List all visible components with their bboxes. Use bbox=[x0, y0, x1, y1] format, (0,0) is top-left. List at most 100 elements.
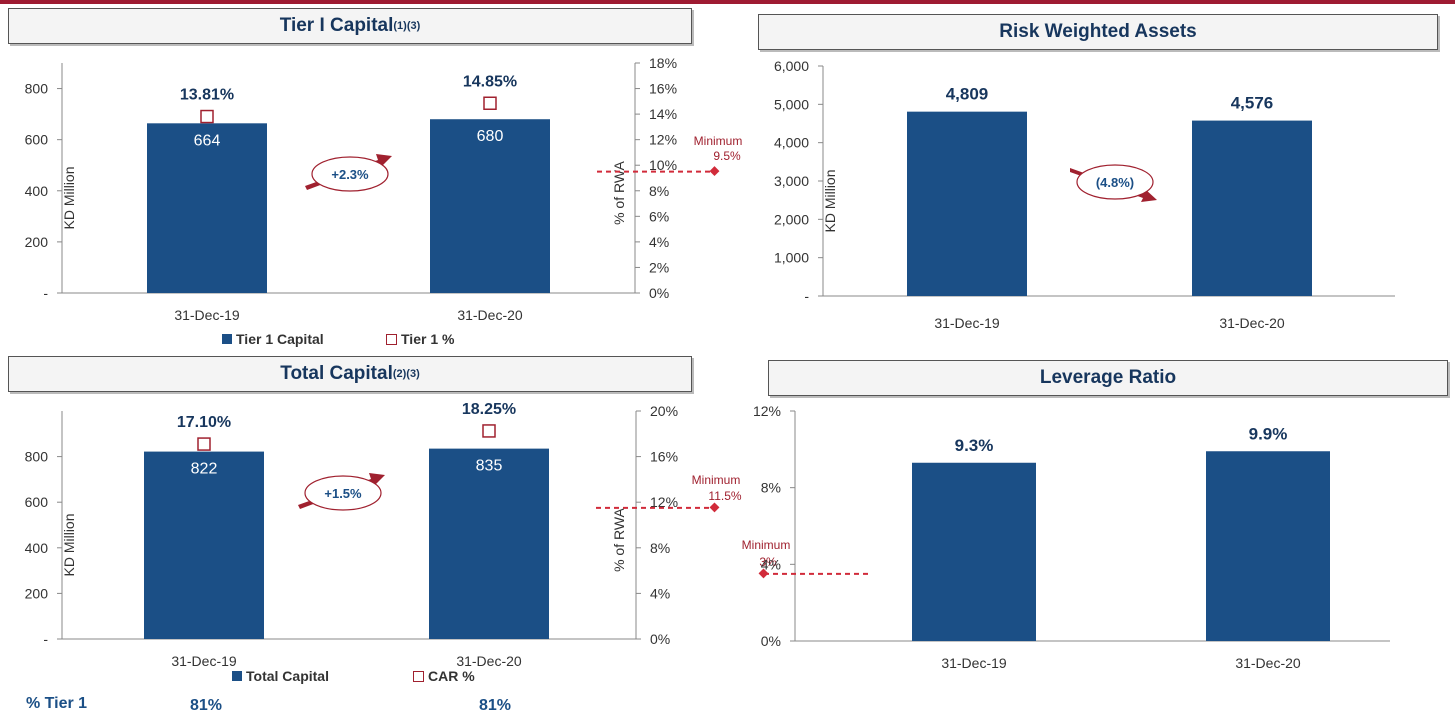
tier1-y2tick-label: 6% bbox=[649, 208, 669, 224]
rwa-chart: (4.8%) - 1,000 2,000 3,000 4,000 5,000 6,000 KD… bbox=[774, 58, 1395, 331]
tier1-growth-badge-ellipse bbox=[311, 156, 389, 192]
total-bar bbox=[429, 448, 549, 639]
tier1-marker-label: 14.85% bbox=[463, 73, 517, 90]
total-minimum-label: Minimum bbox=[692, 473, 741, 487]
total-legend-marker-swatch bbox=[413, 670, 424, 682]
tier1-title-text: Tier I Capital bbox=[279, 15, 394, 36]
tier1-y2tick-label: 12% bbox=[649, 132, 677, 148]
tier1-legend-bar: Tier 1 Capital bbox=[222, 331, 324, 347]
leverage-bar-value-label: 9.9% bbox=[1249, 424, 1288, 443]
leverage-minimum-value: 3% bbox=[759, 555, 777, 569]
total-bar-value-label: 835 bbox=[476, 458, 503, 475]
leverage-ytick-label: 0% bbox=[761, 633, 781, 649]
tier1-minimum-value: 9.5% bbox=[713, 149, 741, 163]
tier1-bar-value-label: 664 bbox=[194, 132, 221, 149]
total-y2tick-label: 0% bbox=[650, 631, 670, 647]
total-y2tick-label: 20% bbox=[650, 403, 678, 419]
tier1-bar bbox=[147, 123, 267, 293]
total-category-label: 31-Dec-20 bbox=[456, 653, 522, 669]
leverage-bar bbox=[1206, 451, 1330, 641]
leverage-ytick-label: 12% bbox=[753, 403, 781, 419]
tier1-y2label: % of RWA bbox=[611, 160, 627, 224]
leverage-title: Leverage Ratio bbox=[768, 360, 1448, 396]
total-legend-marker: CAR % bbox=[413, 668, 475, 684]
tier1-marker-point bbox=[483, 96, 497, 110]
rwa-ytick-label: 5,000 bbox=[774, 96, 809, 112]
tier1-y2tick-label: 4% bbox=[649, 234, 669, 250]
rwa-bar bbox=[1192, 120, 1312, 296]
total-y2tick-label: 8% bbox=[650, 540, 670, 556]
rwa-ytick-label: 6,000 bbox=[774, 58, 809, 74]
total-y2label: % of RWA bbox=[611, 507, 627, 571]
rwa-bar-value-label: 4,576 bbox=[1231, 94, 1274, 113]
total-growth-badge-ellipse bbox=[304, 475, 382, 511]
tier1-title: Tier I Capital (1)(3) bbox=[8, 8, 692, 44]
total-marker-point bbox=[197, 437, 211, 451]
leverage-chart: Minimum 3% 0% 4% 8% 12% 9.3% 9.9% 31-Dec-19 31-… bbox=[742, 403, 1390, 671]
leverage-minimum-label: Minimum bbox=[742, 538, 791, 552]
rwa-ytick-label: 2,000 bbox=[774, 211, 809, 227]
tier1-ytick-label: 600 bbox=[25, 132, 49, 148]
tier1-share-value-2019: 81% bbox=[190, 697, 223, 714]
tier1-share-value-2020: 81% bbox=[479, 697, 512, 714]
tier1-y2tick-label: 14% bbox=[649, 106, 677, 122]
total-ytick-label: 600 bbox=[25, 494, 49, 510]
rwa-title: Risk Weighted Assets bbox=[758, 14, 1438, 50]
tier1-y2tick-label: 8% bbox=[649, 183, 669, 199]
tier1-bar-value-label: 680 bbox=[477, 128, 504, 145]
tier1-ytick-label: - bbox=[43, 285, 48, 301]
total-minimum-value: 11.5% bbox=[708, 489, 741, 503]
rwa-ytick-label: 4,000 bbox=[774, 135, 809, 151]
tier1-y2tick-label: 0% bbox=[649, 285, 669, 301]
total-minimum-diamond bbox=[709, 502, 720, 513]
leverage-ytick-label: 4% bbox=[761, 556, 781, 572]
tier1-ytick-label: 200 bbox=[25, 234, 49, 250]
rwa-growth-badge bbox=[1070, 164, 1157, 202]
tier1-y2tick-label: 16% bbox=[649, 81, 677, 97]
tier1-minimum-diamond bbox=[709, 166, 720, 177]
total-marker-label: 18.25% bbox=[462, 401, 516, 418]
rwa-ytick-label: 3,000 bbox=[774, 173, 809, 189]
total-legend-bar: Total Capital bbox=[232, 668, 329, 684]
total-category-label: 31-Dec-19 bbox=[171, 653, 237, 669]
total-title-text: Total Capital bbox=[280, 363, 393, 384]
rwa-growth-badge-ellipse bbox=[1076, 164, 1154, 200]
total-legend-marker-label: CAR % bbox=[428, 668, 475, 684]
leverage-bar-value-label: 9.3% bbox=[955, 436, 994, 455]
total-y2tick-label: 12% bbox=[650, 494, 678, 510]
tier1-ytick-label: 800 bbox=[25, 81, 49, 97]
tier1-legend-bar-swatch bbox=[222, 334, 232, 344]
top-accent-line bbox=[0, 0, 1455, 4]
tier1-legend-marker-swatch bbox=[386, 333, 397, 345]
tier1-y2tick-label: 2% bbox=[649, 259, 669, 275]
leverage-bar bbox=[912, 462, 1036, 641]
rwa-ylabel: KD Million bbox=[822, 169, 838, 232]
total-title-footnote: (2)(3) bbox=[392, 368, 420, 380]
total-ytick-label: - bbox=[43, 631, 48, 647]
rwa-bar bbox=[907, 111, 1027, 296]
total-bar-value-label: 822 bbox=[191, 461, 218, 478]
rwa-growth-label: (4.8%) bbox=[1096, 175, 1134, 190]
total-ylabel: KD Million bbox=[61, 513, 77, 576]
tier1-category-label: 31-Dec-19 bbox=[174, 307, 240, 323]
tier1-legend-bar-label: Tier 1 Capital bbox=[236, 331, 324, 347]
leverage-ytick-label: 8% bbox=[761, 480, 781, 496]
tier1-bar bbox=[430, 119, 550, 293]
total-title: Total Capital (2)(3) bbox=[8, 356, 692, 392]
rwa-category-label: 31-Dec-19 bbox=[934, 315, 1000, 331]
total-chart: +1.5% Minimum 11.5% - 200 400 600 800 KD Mill… bbox=[25, 401, 742, 669]
leverage-category-label: 31-Dec-19 bbox=[941, 655, 1007, 671]
tier1-y2tick-label: 10% bbox=[649, 157, 677, 173]
total-y2tick-label: 16% bbox=[650, 449, 678, 465]
tier1-chart: +2.3% Minimum 9.5% - 200 400 600 800 KD Milli… bbox=[25, 55, 743, 323]
total-legend-bar-swatch bbox=[232, 671, 242, 681]
rwa-ytick-label: - bbox=[804, 288, 809, 304]
tier1-ylabel: KD Million bbox=[61, 166, 77, 229]
total-growth-label: +1.5% bbox=[324, 486, 362, 501]
tier1-legend-marker: Tier 1 % bbox=[386, 331, 454, 347]
total-legend-bar-label: Total Capital bbox=[246, 668, 329, 684]
tier1-minimum-label: Minimum bbox=[694, 134, 743, 148]
total-ytick-label: 400 bbox=[25, 540, 49, 556]
tier1-marker-point bbox=[200, 109, 214, 124]
total-ytick-label: 200 bbox=[25, 585, 49, 601]
